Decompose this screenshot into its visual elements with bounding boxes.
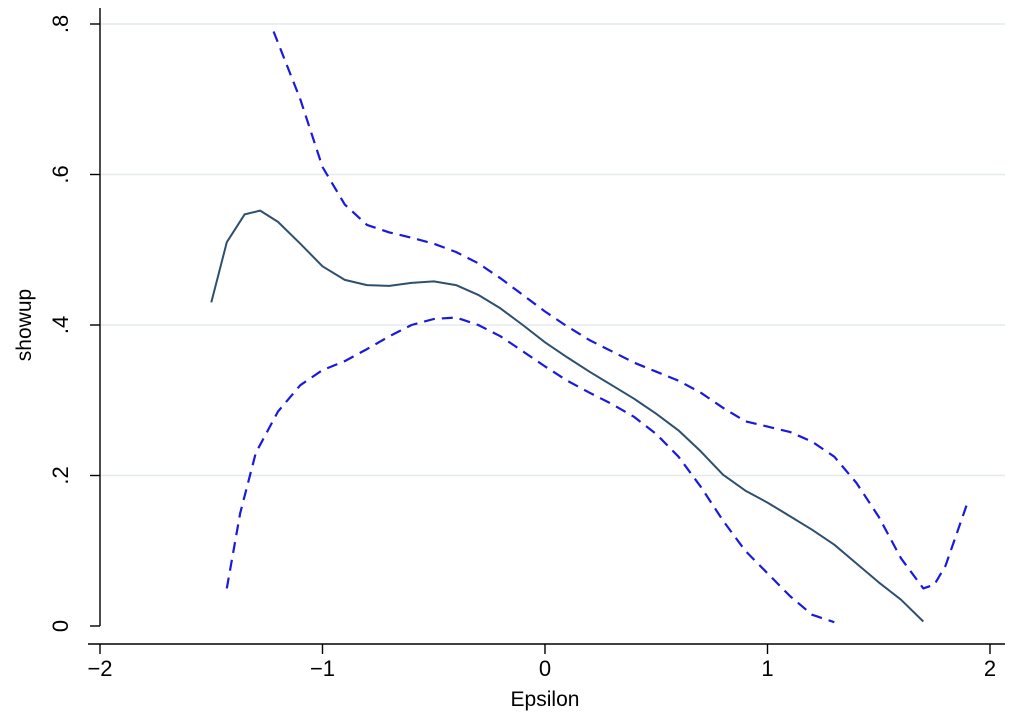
series-upper-ci-line: [272, 31, 969, 590]
y-tick-label-2: .4: [48, 316, 73, 334]
x-axis-title: Epsilon: [511, 688, 580, 711]
gridlines: [101, 23, 1005, 477]
series-lower-ci-line: [225, 316, 835, 624]
series-lines: [210, 31, 969, 624]
x-tick-label-2: 0: [539, 656, 551, 681]
y-tick-label-0: 0: [48, 620, 73, 632]
x-tick-label-4: 2: [984, 656, 996, 681]
x-tick-label-1: −1: [310, 656, 335, 681]
y-axis-title: showup: [13, 289, 36, 361]
x-tick-label-0: −2: [87, 656, 112, 681]
y-tick-label-3: .6: [48, 165, 73, 183]
series-fitted-line: [210, 209, 924, 623]
y-tick-label-1: .2: [48, 466, 73, 484]
tick-labels: 0 .2 .4 .6 .8 −2 −1 0 1 2: [48, 15, 996, 681]
x-tick-label-3: 1: [761, 656, 773, 681]
y-tick-label-4: .8: [48, 15, 73, 33]
axes: [88, 8, 1005, 654]
